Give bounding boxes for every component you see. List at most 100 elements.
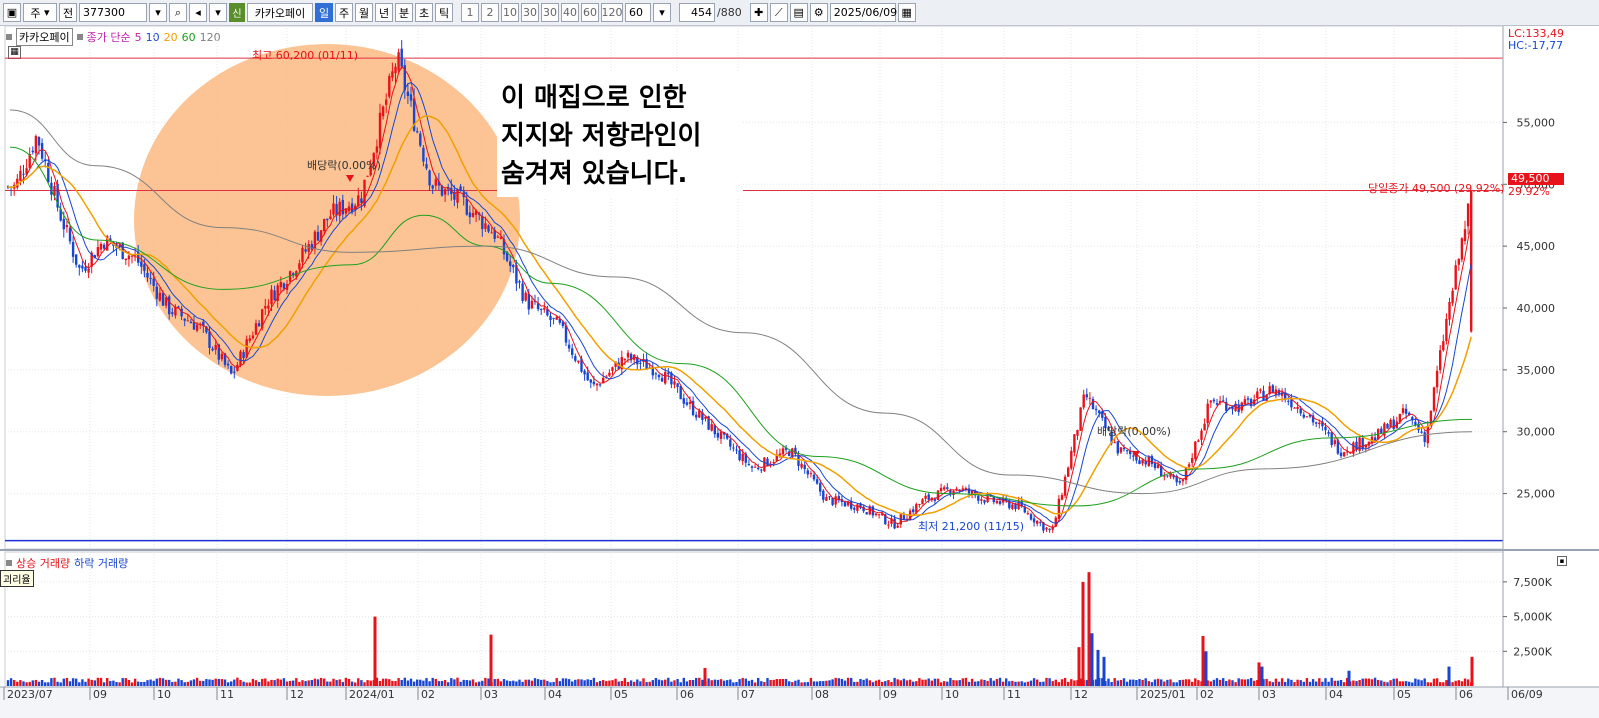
volume-bar-102 <box>323 678 326 686</box>
volume-bar-140 <box>440 680 444 686</box>
volume-bar-322 <box>1005 678 1008 686</box>
volume-bar-117 <box>369 680 372 686</box>
candle-body-166 <box>521 283 524 301</box>
interval-input[interactable]: 60 <box>625 3 651 22</box>
candle-body-63 <box>202 321 205 327</box>
volume-bar-355 <box>1107 678 1110 686</box>
dropdown-icon[interactable]: ▾ <box>149 3 167 22</box>
volume-bar-381 <box>1187 679 1191 686</box>
period-tick-button[interactable]: 틱 <box>435 3 453 22</box>
volume-bar-261 <box>815 681 819 686</box>
candle-body-95 <box>301 247 304 263</box>
volume-bar-248 <box>775 679 778 686</box>
legend-down-volume[interactable]: 하락 거래량 <box>74 557 129 570</box>
period-month-button[interactable]: 월 <box>355 3 373 22</box>
volume-bar-95 <box>301 680 304 686</box>
legend-ma20[interactable]: 20 <box>163 30 178 44</box>
candle-body-241 <box>753 466 757 468</box>
volume-bar-29 <box>96 677 100 686</box>
volume-bar-79 <box>251 678 255 686</box>
period-year-button[interactable]: 년 <box>375 3 393 22</box>
volume-bar-333 <box>1039 681 1042 686</box>
candle-body-235 <box>735 449 738 451</box>
legend-ma5[interactable]: 5 <box>134 30 142 44</box>
interval-2-button[interactable]: 2 <box>481 3 499 22</box>
candle-body-189 <box>592 381 596 385</box>
candle-body-441 <box>1373 437 1377 441</box>
volume-bar-185 <box>580 679 583 686</box>
volume-bar-163 <box>512 680 515 686</box>
dropdown-icon-2[interactable]: ▾ <box>209 3 227 22</box>
volume-bar-57 <box>183 682 186 686</box>
volume-bar-443 <box>1380 680 1383 686</box>
candle-body-33 <box>109 238 112 242</box>
legend-ma120[interactable]: 120 <box>199 30 221 44</box>
volume-bar-183 <box>574 679 577 686</box>
legend-ma60[interactable]: 60 <box>181 30 196 44</box>
crosshair-icon[interactable]: ✚ <box>749 3 768 22</box>
interval-30b-button[interactable]: 30 <box>541 3 559 22</box>
period-second-button[interactable]: 초 <box>415 3 433 22</box>
volume-bar-426 <box>1327 681 1330 686</box>
candle-body-296 <box>924 495 927 499</box>
search-icon[interactable]: ⌕ <box>169 3 187 22</box>
gear-icon[interactable]: ⚙ <box>809 3 828 22</box>
type-select[interactable]: 주 ▾ <box>23 3 57 22</box>
save-icon[interactable]: ▤ <box>789 3 808 22</box>
volume-bar-441 <box>1373 677 1377 686</box>
speaker-icon[interactable]: ◂ <box>189 3 207 22</box>
candle-body-6 <box>25 168 28 175</box>
interval-40-button[interactable]: 40 <box>561 3 579 22</box>
candle-body-421 <box>1311 415 1315 423</box>
interval-30a-button[interactable]: 30 <box>521 3 539 22</box>
volume-bar-136 <box>428 681 431 686</box>
volume-bar-359 <box>1119 679 1123 686</box>
candle-body-251 <box>784 447 788 450</box>
candle-body-373 <box>1163 475 1166 477</box>
legend-ma10[interactable]: 10 <box>145 30 160 44</box>
legend-ma-title[interactable]: 종가 단순 <box>86 31 131 44</box>
line-tool-icon[interactable]: ⟋ <box>769 3 788 22</box>
interval-120-button[interactable]: 120 <box>601 3 623 22</box>
candle-body-262 <box>819 483 822 492</box>
volume-bar-470 <box>1463 678 1467 686</box>
legend-stock-name[interactable]: 카카오페이 <box>16 28 73 46</box>
interval-60-button[interactable]: 60 <box>581 3 599 22</box>
window-icon[interactable]: ▣ <box>3 3 21 22</box>
panel-resize-icon[interactable]: ▪ <box>1557 556 1567 566</box>
candle-body-284 <box>887 524 890 526</box>
candle-body-445 <box>1386 423 1389 429</box>
scope-button[interactable]: 전 <box>59 3 77 22</box>
candle-body-180 <box>564 325 568 343</box>
volume-bar-38 <box>124 678 127 686</box>
interval-dropdown-icon[interactable]: ▾ <box>653 3 671 22</box>
candle-body-217 <box>679 385 682 400</box>
volume-bar-338 <box>1054 679 1057 686</box>
volume-bar-245 <box>766 678 769 686</box>
date-input[interactable]: 2025/06/09 <box>829 3 897 22</box>
candle-body-328 <box>1023 506 1026 513</box>
candle-body-172 <box>540 308 543 310</box>
period-day-button[interactable]: 일 <box>315 3 333 22</box>
candle-body-346 <box>1079 407 1082 431</box>
candle-body-274 <box>856 504 859 511</box>
volume-bar-415 <box>1293 682 1296 686</box>
candle-body-200 <box>626 352 630 358</box>
calendar-icon[interactable]: ▦ <box>897 3 916 22</box>
stock-code-input[interactable]: 377300 <box>79 3 147 22</box>
candle-body-335 <box>1045 527 1048 530</box>
stock-name-field[interactable]: 카카오페이 <box>247 3 313 22</box>
candle-body-375 <box>1169 473 1172 477</box>
volume-bar-242 <box>757 677 760 686</box>
volume-bar-455 <box>1417 679 1420 686</box>
volume-bar-86 <box>273 680 276 686</box>
volume-bar-49 <box>158 677 162 686</box>
volume-bar-74 <box>236 677 239 686</box>
period-minute-button[interactable]: 분 <box>395 3 413 22</box>
interval-10-button[interactable]: 10 <box>501 3 519 22</box>
legend-up-volume[interactable]: 상승 거래량 <box>16 557 71 570</box>
period-week-button[interactable]: 주 <box>335 3 353 22</box>
candle-body-84 <box>267 305 270 309</box>
count-input[interactable]: 454 <box>679 3 715 22</box>
interval-1-button[interactable]: 1 <box>461 3 479 22</box>
